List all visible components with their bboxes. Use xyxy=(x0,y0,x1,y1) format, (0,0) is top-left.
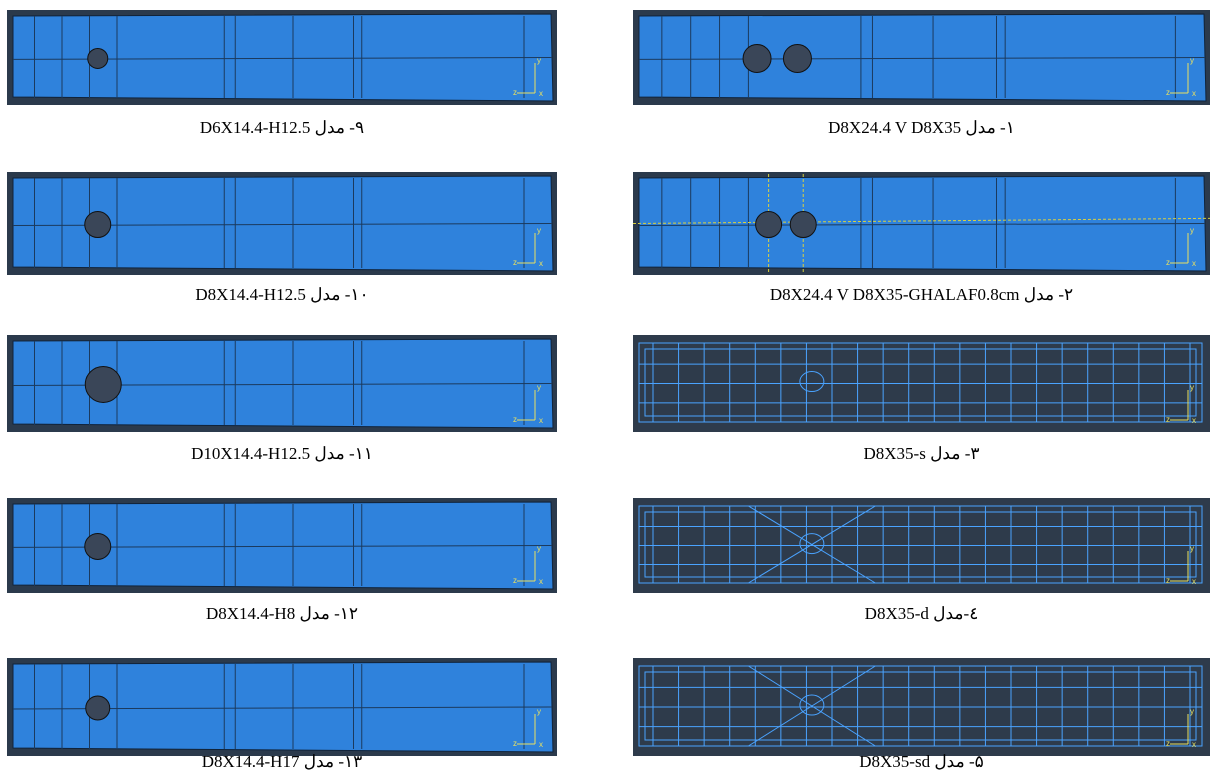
caption: ۱۳- مدل D8X14.4-H17 xyxy=(7,752,557,772)
model-image: y z x xyxy=(633,658,1210,756)
caption: ۱۰- مدل D8X14.4-H12.5 xyxy=(7,285,557,305)
caption: ۳- مدل D8X35-s xyxy=(633,444,1210,464)
model-image: y z x xyxy=(633,10,1210,105)
caption: ۱۱- مدل D10X14.4-H12.5 xyxy=(7,444,557,464)
axis-label: z xyxy=(1166,88,1170,97)
axis-label: x xyxy=(1192,259,1196,268)
caption: ۵- مدل D8X35-sd xyxy=(633,752,1210,772)
axis-label: z xyxy=(513,88,517,97)
hole xyxy=(790,212,816,238)
axis-label: z xyxy=(1166,739,1170,748)
axis-label: y xyxy=(537,707,541,716)
axis-label: y xyxy=(1190,544,1194,553)
axis-label: x xyxy=(1192,577,1196,586)
hole xyxy=(88,48,108,68)
axis-label: y xyxy=(537,226,541,235)
axis-label: x xyxy=(539,740,543,749)
axis-label: x xyxy=(539,259,543,268)
caption: ۲- مدل D8X24.4 V D8X35-GHALAF0.8cm xyxy=(633,285,1210,305)
axis-label: z xyxy=(513,415,517,424)
model-image: y z x xyxy=(7,335,557,432)
axis-label: z xyxy=(1166,576,1170,585)
axis-label: y xyxy=(1190,383,1194,392)
hole xyxy=(86,696,110,720)
axis-label: z xyxy=(513,258,517,267)
axis-label: x xyxy=(539,577,543,586)
caption: ٤-مدل D8X35-d xyxy=(633,604,1210,624)
axis-label: x xyxy=(1192,89,1196,98)
hole xyxy=(85,533,111,559)
axis-label: z xyxy=(1166,415,1170,424)
axis-label: y xyxy=(1190,226,1194,235)
axis-label: z xyxy=(513,739,517,748)
model-image: y z x xyxy=(7,172,557,275)
model-image: y z x xyxy=(633,172,1210,275)
model-image: y z x xyxy=(7,498,557,593)
hole xyxy=(756,212,782,238)
axis-label: y xyxy=(537,544,541,553)
model-image: y z x xyxy=(633,335,1210,432)
page: y z x ۹- مدل D6X14.4-H12.5 y z x ۱۰- مدل D8X14.… xyxy=(0,0,1214,773)
axis-label: x xyxy=(1192,740,1196,749)
axis-label: z xyxy=(1166,258,1170,267)
axis-label: z xyxy=(513,576,517,585)
model-image: y z x xyxy=(7,658,557,756)
hole xyxy=(743,44,771,72)
hole xyxy=(783,44,811,72)
axis-label: y xyxy=(537,56,541,65)
axis-label: x xyxy=(539,416,543,425)
axis-label: x xyxy=(539,89,543,98)
axis-label: y xyxy=(1190,707,1194,716)
caption: ۱۲- مدل D8X14.4-H8 xyxy=(7,604,557,624)
model-image: y z x xyxy=(633,498,1210,593)
hole xyxy=(85,212,111,238)
axis-label: y xyxy=(1190,56,1194,65)
axis-label: x xyxy=(1192,416,1196,425)
model-image: y z x xyxy=(7,10,557,105)
axis-label: y xyxy=(537,383,541,392)
hole xyxy=(85,366,121,402)
caption: ۱- مدل D8X24.4 V D8X35 xyxy=(633,118,1210,138)
caption: ۹- مدل D6X14.4-H12.5 xyxy=(7,118,557,138)
